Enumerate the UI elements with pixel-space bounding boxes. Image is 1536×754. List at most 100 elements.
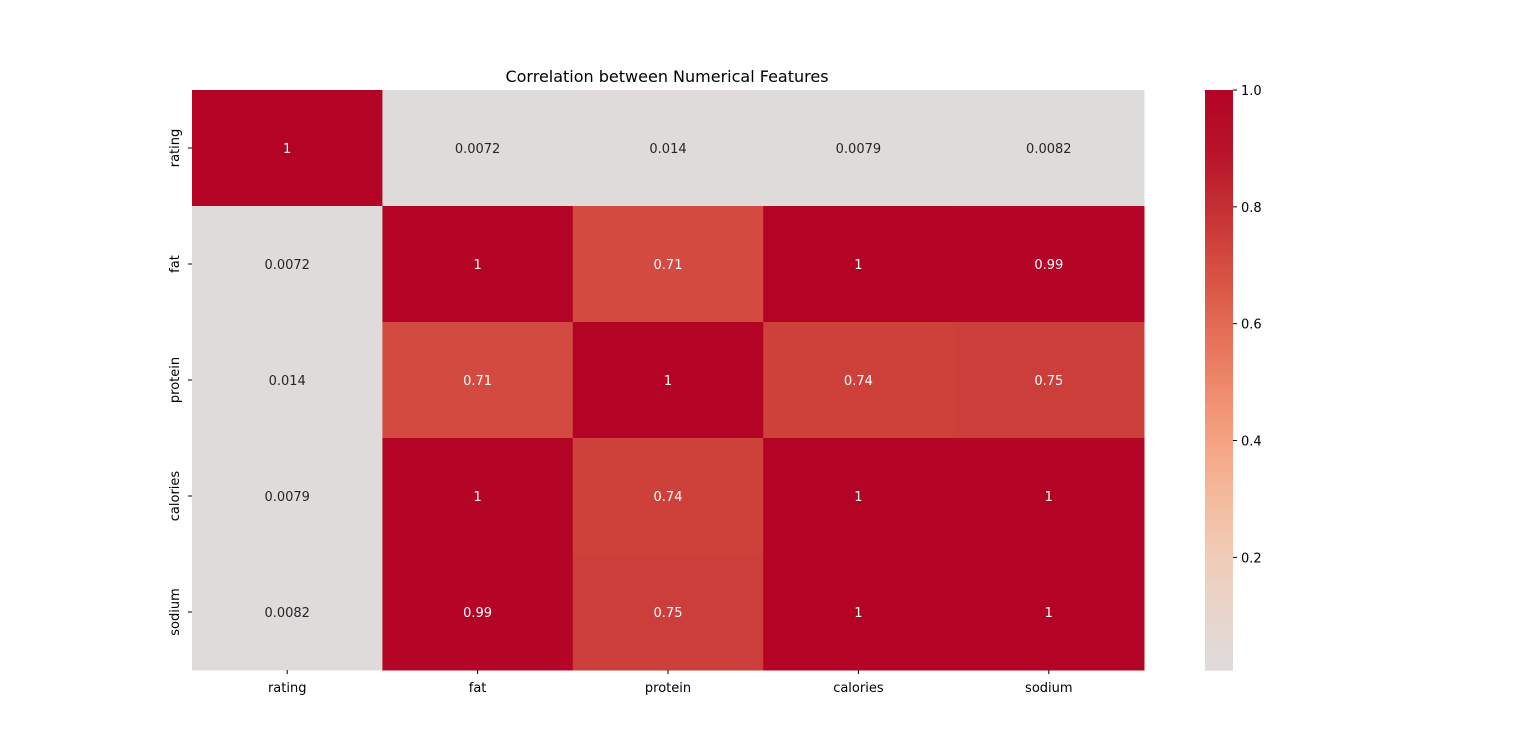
heatmap-cell-sodium-fat <box>382 554 574 671</box>
colorbar-segment <box>1205 312 1233 318</box>
colorbar-segment <box>1205 99 1233 106</box>
colorbar-segment <box>1205 616 1233 623</box>
colorbar-segment <box>1205 413 1233 420</box>
colorbar-segment <box>1205 563 1233 570</box>
chart-title: Correlation between Numerical Features <box>505 67 828 86</box>
colorbar-segment <box>1205 109 1233 115</box>
colorbar-segment <box>1205 370 1233 376</box>
colorbar-tick-label: 0.6 <box>1241 318 1262 333</box>
cell-annotation: 0.0072 <box>264 258 310 273</box>
colorbar-segment <box>1205 239 1233 246</box>
colorbar-segment <box>1205 418 1233 425</box>
heatmap-cell-rating-calories <box>763 90 955 207</box>
colorbar-segment <box>1205 452 1233 458</box>
x-tick-label: fat <box>469 681 487 696</box>
colorbar-segment <box>1205 568 1233 574</box>
cell-annotation: 0.0082 <box>264 606 310 621</box>
colorbar-segment <box>1205 631 1233 637</box>
heatmap-cell-protein-fat <box>382 322 574 439</box>
x-tick-label: rating <box>268 681 307 696</box>
colorbar-segment <box>1205 119 1233 125</box>
heatmap-cell-sodium-rating <box>192 554 383 671</box>
colorbar-segment <box>1205 645 1233 652</box>
colorbar-segment <box>1205 529 1233 536</box>
cell-annotation: 0.0072 <box>455 142 501 157</box>
colorbar-segment <box>1205 626 1233 632</box>
colorbar-segment <box>1205 423 1233 429</box>
colorbar-segment <box>1205 428 1233 434</box>
cell-annotation: 0.99 <box>1034 258 1063 273</box>
colorbar-segment <box>1205 293 1233 299</box>
colorbar-segment <box>1205 307 1233 313</box>
cell-annotation: 1 <box>664 374 672 389</box>
heatmap-cell-protein-protein <box>572 322 764 439</box>
x-tick-label: calories <box>833 681 884 696</box>
colorbar-segment <box>1205 510 1233 516</box>
heatmap-cell-calories-calories <box>763 438 955 555</box>
cell-annotation: 0.71 <box>654 258 683 273</box>
colorbar-segment <box>1205 220 1233 226</box>
heatmap-cell-fat-protein <box>572 206 764 323</box>
colorbar-segment <box>1205 665 1233 671</box>
colorbar-segment <box>1205 172 1233 178</box>
colorbar-segment <box>1205 486 1233 492</box>
colorbar-segment <box>1205 496 1233 502</box>
cell-annotation: 1 <box>473 490 481 505</box>
colorbar-segment <box>1205 380 1233 386</box>
y-axis: rating fat protein calories sodium <box>168 129 192 636</box>
colorbar-segment <box>1205 467 1233 473</box>
y-tick-label: fat <box>168 255 183 273</box>
colorbar-segment <box>1205 191 1233 197</box>
colorbar-segment <box>1205 157 1233 164</box>
colorbar-segment <box>1205 660 1233 666</box>
heatmap-cell-rating-protein <box>572 90 764 207</box>
x-tick-label: sodium <box>1025 681 1073 696</box>
heatmap-cell-calories-protein <box>572 438 764 555</box>
colorbar-segment <box>1205 544 1233 550</box>
heatmap-cell-rating-sodium <box>953 90 1145 207</box>
colorbar-segment <box>1205 177 1233 183</box>
cell-annotation: 1 <box>1045 490 1053 505</box>
colorbar-segment <box>1205 592 1233 599</box>
heatmap-cell-calories-fat <box>382 438 574 555</box>
cell-annotation: 1 <box>854 490 862 505</box>
colorbar-segment <box>1205 578 1233 584</box>
cell-annotation: 0.71 <box>463 374 492 389</box>
colorbar-segment <box>1205 607 1233 613</box>
cell-annotation: 0.0079 <box>264 490 310 505</box>
y-tick-label: calories <box>168 471 183 522</box>
colorbar-segment <box>1205 612 1233 618</box>
heatmap-cell-sodium-sodium <box>953 554 1145 671</box>
colorbar-segment <box>1205 491 1233 497</box>
heatmap-annotations: 1 0.0072 0.014 0.0079 0.0082 0.0072 1 0.71 1 0.99… <box>264 142 1071 621</box>
colorbar-segment <box>1205 636 1233 642</box>
heatmap-cell-protein-calories <box>763 322 955 439</box>
colorbar-segment <box>1205 457 1233 463</box>
colorbar-segment <box>1205 336 1233 342</box>
cell-annotation: 0.99 <box>463 606 492 621</box>
colorbar-segment <box>1205 389 1233 396</box>
colorbar-segment <box>1205 346 1233 352</box>
colorbar-segment <box>1205 152 1233 159</box>
colorbar-tick-label: 1.0 <box>1241 84 1262 99</box>
heatmap-cell-sodium-protein <box>572 554 764 671</box>
cell-annotation: 0.75 <box>654 606 683 621</box>
colorbar-segment <box>1205 554 1233 560</box>
colorbar-segment <box>1205 341 1233 347</box>
colorbar-segment <box>1205 525 1233 531</box>
heatmap-cell-fat-sodium <box>953 206 1145 323</box>
colorbar-segment <box>1205 447 1233 454</box>
colorbar-segment <box>1205 351 1233 357</box>
colorbar-segment <box>1205 297 1233 304</box>
colorbar-segment <box>1205 230 1233 236</box>
colorbar-segment <box>1205 471 1233 478</box>
colorbar-segment <box>1205 264 1233 270</box>
x-tick-label: protein <box>645 681 691 696</box>
y-tick-label: rating <box>168 129 183 168</box>
colorbar-segment <box>1205 442 1233 449</box>
cell-annotation: 1 <box>283 142 291 157</box>
colorbar-segment <box>1205 302 1233 309</box>
colorbar-segment <box>1205 201 1233 207</box>
colorbar-segment <box>1205 225 1233 231</box>
